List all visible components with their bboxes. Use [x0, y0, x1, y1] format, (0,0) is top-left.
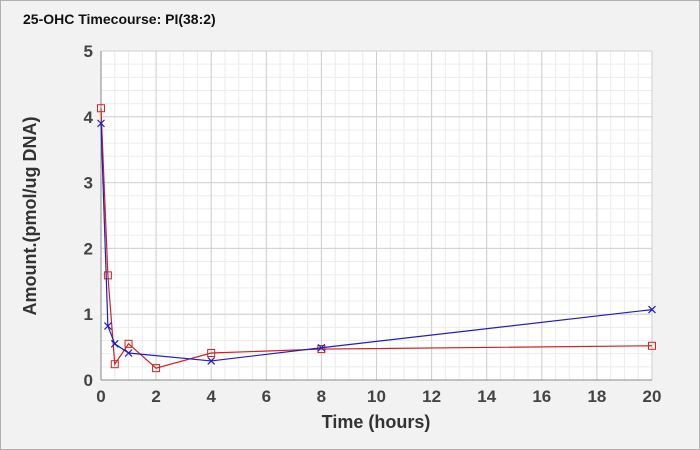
x-tick-label: 14	[477, 387, 496, 406]
series-2-point	[207, 356, 216, 365]
series-1-point	[152, 364, 161, 373]
series-1-point	[207, 349, 216, 358]
y-axis-title: Amount.(pmol/ug DNA)	[20, 117, 40, 316]
series-1-point	[124, 339, 133, 348]
y-tick-label: 3	[84, 174, 93, 193]
x-tick-label: 12	[422, 387, 441, 406]
series-2-point	[97, 119, 105, 128]
x-tick-label: 18	[587, 387, 606, 406]
series-2-point	[317, 343, 326, 352]
x-tick-label: 8	[317, 387, 326, 406]
series-1-point	[103, 271, 112, 280]
y-tick-label: 1	[84, 305, 93, 324]
x-tick-label: 0	[96, 387, 105, 406]
series-2-point	[110, 339, 119, 348]
series-1-point	[97, 104, 105, 113]
chart-title: 25-OHC Timecourse: PI(38:2)	[23, 11, 216, 27]
y-tick-label: 0	[84, 371, 93, 390]
y-tick-label: 2	[84, 239, 93, 258]
series-2-point	[124, 349, 133, 357]
x-tick-label: 20	[643, 387, 662, 406]
x-tick-label: 4	[206, 387, 216, 406]
y-tick-label: 5	[84, 42, 93, 61]
series-layer	[97, 104, 656, 373]
series-2-point	[648, 305, 656, 314]
x-tick-label: 10	[367, 387, 386, 406]
x-tick-labels: 0 2 4 6 8 10 12 14 16 18 20	[96, 387, 661, 406]
y-tick-label: 4	[84, 108, 94, 127]
y-tick-labels: 0 1 2 3 4 5	[84, 42, 94, 390]
x-tick-label: 6	[262, 387, 271, 406]
series-1-point	[317, 345, 326, 354]
series-2-point	[103, 322, 112, 330]
series-1-point	[110, 360, 119, 369]
x-tick-label: 2	[151, 387, 160, 406]
series-1-point	[648, 341, 656, 350]
x-tick-label: 16	[532, 387, 551, 406]
x-axis-title: Time (hours)	[322, 412, 431, 432]
